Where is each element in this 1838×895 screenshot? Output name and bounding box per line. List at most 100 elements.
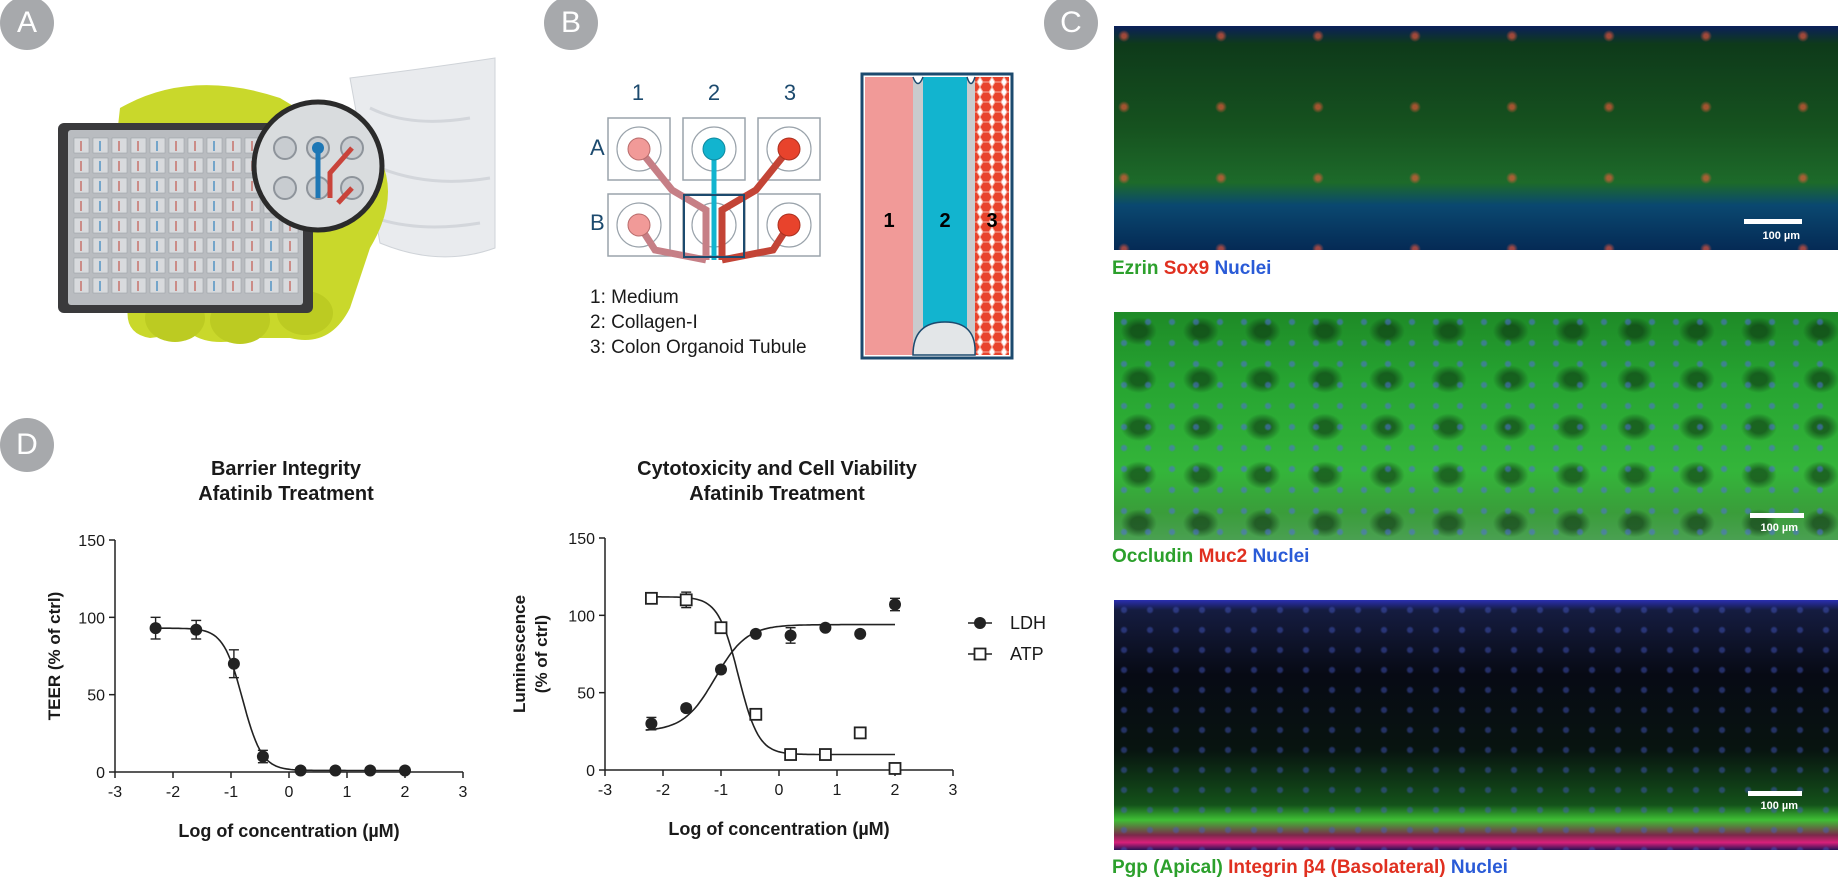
data-point <box>854 627 867 640</box>
x-axis-label: Log of concentration (µM) <box>668 819 889 839</box>
caption-image-2: Occludin Muc2 Nuclei <box>1112 546 1309 568</box>
data-point <box>294 764 307 777</box>
data-point <box>819 621 832 634</box>
stain-red: Muc2 <box>1198 546 1248 567</box>
panel-label-b: B <box>544 0 598 50</box>
x-axis-label: Log of concentration (µM) <box>178 821 399 841</box>
microscopy-image-1: 100 µm <box>1114 26 1838 250</box>
y-tick-label: 100 <box>78 610 105 627</box>
data-point <box>784 748 798 761</box>
y-tick-label: 0 <box>96 765 105 782</box>
legend-marker <box>974 617 986 629</box>
y-axis-label: Luminescence <box>510 595 529 713</box>
legend-label: ATP <box>1010 644 1044 664</box>
data-point <box>818 748 832 761</box>
data-point <box>227 657 240 670</box>
caption-image-3: Pgp (Apical) Integrin β4 (Basolateral) N… <box>1112 857 1508 879</box>
y-tick-label: 50 <box>87 688 105 705</box>
data-point <box>399 764 411 777</box>
data-point <box>888 762 902 775</box>
legend-label: LDH <box>1010 613 1046 633</box>
panel-label-c: C <box>1044 0 1098 50</box>
panel-label-a: A <box>0 0 54 50</box>
data-point <box>644 591 658 605</box>
stain-green: Pgp (Apical) <box>1112 857 1223 878</box>
stain-green: Occludin <box>1112 546 1194 567</box>
fit-curve <box>645 623 895 731</box>
stain-blue: Nuclei <box>1252 546 1310 567</box>
y-tick-label: 100 <box>568 608 595 625</box>
plate-photo-illustration <box>58 57 496 344</box>
x-tick-label: 1 <box>833 782 842 799</box>
row-label-b: B <box>590 210 605 235</box>
data-point <box>149 622 162 635</box>
scale-label: 100 µm <box>1760 522 1798 534</box>
panel-label-d: D <box>0 418 54 472</box>
data-point <box>329 764 342 777</box>
data-point <box>784 629 797 642</box>
microscopy-image-2: 100 µm <box>1114 312 1838 540</box>
well-layout-diagram: 1 2 3 A B 1: Medium 2: Collagen-I 3: Col… <box>590 80 821 358</box>
scale-bar <box>1748 791 1802 796</box>
x-tick-label: -2 <box>166 784 180 801</box>
data-point <box>715 663 727 676</box>
stain-red: Integrin β4 (Basolateral) <box>1228 857 1446 878</box>
row-label-a: A <box>590 135 605 160</box>
y-tick-label: 150 <box>568 531 595 548</box>
x-tick-label: 0 <box>775 782 784 799</box>
fit-curve <box>155 627 405 772</box>
data-point <box>749 627 762 640</box>
x-tick-label: 3 <box>949 782 958 799</box>
data-point <box>679 593 693 607</box>
x-tick-label: -2 <box>656 782 670 799</box>
cytotoxicity-chart: Cytotoxicity and Cell Viability Afatinib … <box>510 458 1046 839</box>
x-tick-label: 2 <box>401 784 410 801</box>
microscopy-image-3: 100 µm <box>1114 600 1838 850</box>
data-point <box>680 702 693 715</box>
channel-crosssection: 1 2 3 <box>860 72 1016 362</box>
caption-image-1: Ezrin Sox9 Nuclei <box>1112 258 1271 280</box>
data-point <box>889 598 901 611</box>
stain-blue: Nuclei <box>1450 857 1508 878</box>
stain-green: Ezrin <box>1112 258 1159 279</box>
x-tick-label: 3 <box>459 784 468 801</box>
x-tick-label: 2 <box>891 782 900 799</box>
column-label-2: 2 <box>708 80 720 105</box>
x-tick-label: -3 <box>108 784 122 801</box>
channel-label-1: 1 <box>883 210 894 232</box>
legend-tubule: 3: Colon Organoid Tubule <box>590 337 807 358</box>
channel-diagram: 1 2 3 <box>860 72 1014 360</box>
x-tick-label: 1 <box>343 784 352 801</box>
data-point <box>256 750 269 763</box>
chart-title: Afatinib Treatment <box>198 483 374 505</box>
x-tick-label: -1 <box>714 782 728 799</box>
chart-title: Barrier Integrity <box>211 458 362 480</box>
data-point <box>853 726 867 740</box>
legend-collagen: 2: Collagen-I <box>590 312 698 333</box>
stain-blue: Nuclei <box>1214 258 1272 279</box>
x-tick-label: -3 <box>598 782 612 799</box>
y-tick-label: 150 <box>78 533 105 550</box>
scale-label: 100 µm <box>1762 230 1800 242</box>
scale-bar <box>1744 219 1802 224</box>
x-tick-label: 0 <box>285 784 294 801</box>
stain-red: Sox9 <box>1163 258 1210 279</box>
data-point <box>714 621 728 635</box>
data-point <box>645 717 658 730</box>
column-label-3: 3 <box>784 80 796 105</box>
scale-bar <box>1750 513 1804 518</box>
device-schematic: 1 2 3 A B 1: Medium 2: Collagen-I 3: Col… <box>590 70 890 370</box>
data-point <box>364 764 377 777</box>
plate-photo <box>50 48 500 348</box>
legend-marker <box>973 647 987 661</box>
chart-title: Cytotoxicity and Cell Viability <box>637 458 918 480</box>
y-axis-label: (% of ctrl) <box>532 615 551 693</box>
column-label-1: 1 <box>632 80 644 105</box>
channel-label-3: 3 <box>986 210 997 232</box>
y-tick-label: 0 <box>586 763 595 780</box>
x-tick-label: -1 <box>224 784 238 801</box>
data-point <box>190 623 203 636</box>
y-axis-label: TEER (% of ctrl) <box>45 592 64 720</box>
scale-label: 100 µm <box>1760 800 1798 812</box>
